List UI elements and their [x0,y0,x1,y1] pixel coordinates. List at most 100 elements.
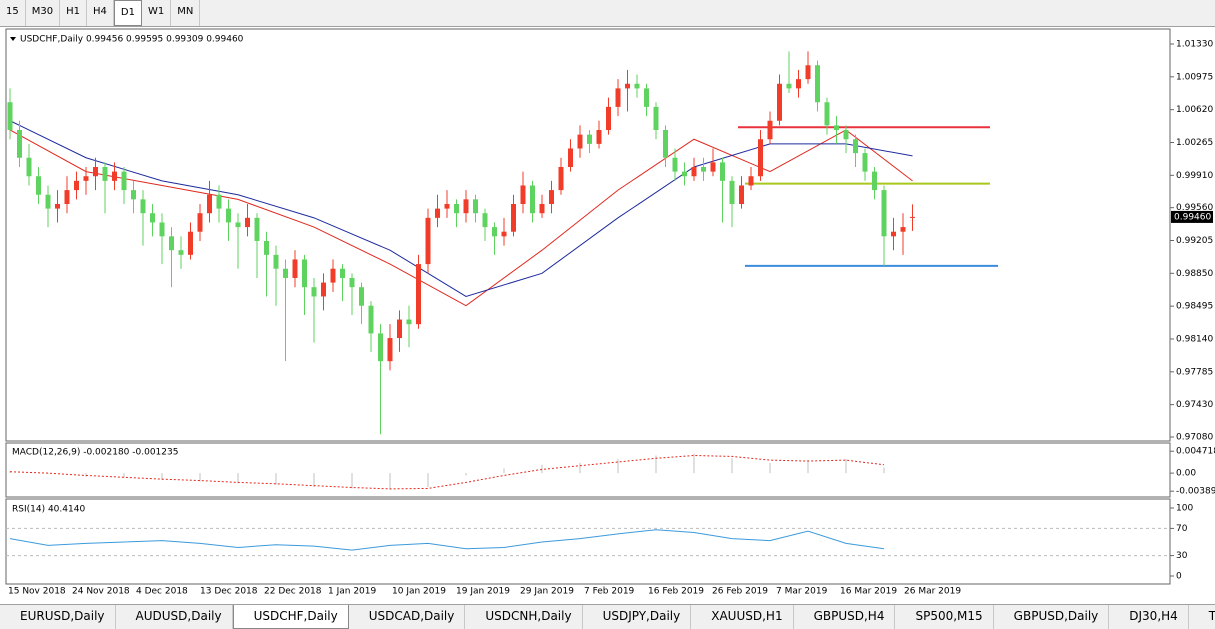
macd-bar [313,473,315,488]
macd-bar [503,468,505,474]
candle-body [748,176,754,186]
symbol-tab[interactable]: TECH100,H1 [1189,605,1215,629]
candle-body [359,287,364,306]
rsi-line [9,529,885,551]
candle-body [416,264,421,325]
x-tick-label: 19 Jan 2019 [456,587,510,597]
candle-body [150,213,155,223]
candle-body [625,83,630,89]
macd-bar [541,464,543,474]
candle-body [596,129,602,144]
macd-bar [47,473,49,475]
candle-body [558,166,564,191]
candle-body [207,194,212,214]
symbol-tab[interactable]: SP500,M15 [895,605,994,629]
candle-body [302,259,307,288]
macd-bar [845,459,847,474]
x-tick-label: 15 Nov 2018 [8,587,66,597]
symbol-tab[interactable]: GBPUSD,H4 [794,605,896,629]
macd-bar [427,473,429,488]
candle-body [653,106,659,130]
symbol-tab[interactable]: USDCHF,Daily [232,605,349,629]
candle-body [435,208,440,218]
rsi-title: RSI(14) 40.4140 [12,505,85,515]
x-tick-label: 10 Jan 2019 [392,587,446,597]
macd-bar [883,467,885,474]
candle-body [682,171,687,177]
symbol-tab[interactable]: DJ30,H4 [1109,605,1189,629]
candle-body [492,227,497,237]
x-tick-label: 26 Feb 2019 [712,587,768,597]
last-price-label: 0.99460 [1174,212,1211,222]
macd-title: MACD(12,26,9) -0.002180 -0.001235 [12,448,178,458]
chart-title: USDCHF,Daily 0.99456 0.99595 0.99309 0.9… [20,35,244,45]
symbol-tab[interactable]: EURUSD,Daily [0,605,116,629]
candle-body [245,217,250,228]
candle-body [549,190,554,204]
timeframe-tab[interactable]: H1 [60,0,87,26]
symbol-tab[interactable]: USDCAD,Daily [349,605,466,629]
candle-body [188,231,193,255]
candle-body [796,79,801,89]
y-tick-label: 1.00975 [1176,72,1213,82]
y-tick-label: 0.004718 [1176,447,1215,457]
candle-body [843,129,849,140]
candle-body [606,106,611,130]
candle-body [473,199,478,214]
candle-body [121,171,127,191]
candle-body [463,199,469,214]
candle-body [264,240,269,255]
timeframe-tab[interactable]: M30 [26,0,61,26]
symbol-tab[interactable]: USDCNH,Daily [465,605,583,629]
menu-arrow [10,37,16,41]
candle-body [216,194,222,209]
timeframe-tab[interactable]: MN [171,0,201,26]
chart-window: USDCHF,Daily 0.99456 0.99595 0.99309 0.9… [5,28,1215,597]
symbol-tab[interactable]: XAUUSD,H1 [691,605,794,629]
moving-average [9,129,913,307]
candle-body [102,166,108,181]
candle-body [235,222,241,228]
timeframe-tab[interactable]: 15 [0,0,26,26]
candle-body [691,166,697,177]
candle-body [577,134,583,149]
candle-body [7,102,13,130]
macd-bar [579,462,581,474]
candle-body [283,268,288,278]
x-tick-label: 29 Jan 2019 [520,587,574,597]
candle-body [862,153,868,172]
candle-body [511,203,516,232]
candle-body [340,268,345,278]
candle-body [444,203,450,209]
candle-body [881,190,887,237]
candle-body [454,203,459,214]
candle-body [178,250,184,255]
candle-body [197,213,203,232]
timeframe-tab[interactable]: H4 [87,0,114,26]
candle-body [910,216,915,218]
y-tick-label: 30 [1176,551,1188,561]
candle-body [482,213,488,228]
y-tick-label: 1.00620 [1176,105,1213,115]
macd-bar [731,458,733,474]
candle-body [720,162,725,181]
candle-body [131,190,136,200]
y-tick-label: 0.98850 [1176,269,1213,279]
candle-body [786,83,792,89]
y-tick-label: 0.97080 [1176,433,1213,443]
symbol-tab[interactable]: AUDUSD,Daily [116,605,233,629]
timeframe-tab[interactable]: W1 [142,0,172,26]
candle-body [254,217,260,241]
candle-body [587,134,592,144]
candle-body [83,176,89,181]
candle-body [74,180,79,191]
candle-body [739,185,744,204]
candle-body [539,203,545,214]
candle-body [672,157,678,172]
timeframe-tab[interactable]: D1 [113,0,142,26]
symbol-tab[interactable]: USDJPY,Daily [583,605,692,629]
y-tick-label: 0.99910 [1176,171,1213,181]
symbol-tab[interactable]: GBPUSD,Daily [994,605,1110,629]
candle-body [321,282,326,297]
